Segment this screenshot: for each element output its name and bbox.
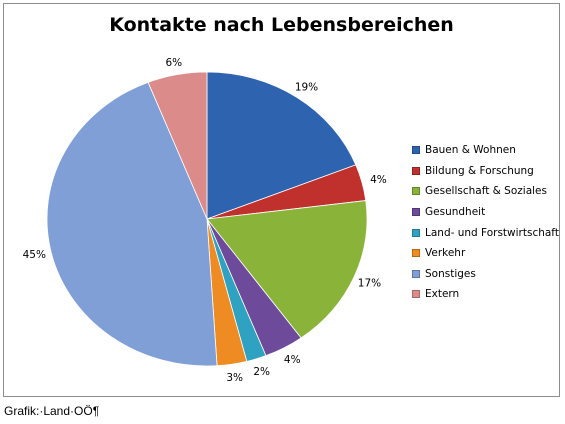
pie-chart: 19% 4% 17% 4% 2% 3% 45% 6% (23, 57, 387, 384)
data-label-sonstiges: 45% (23, 249, 46, 261)
legend-label: Sonstiges (425, 267, 476, 280)
legend-item-bauen-and-wohnen: Bauen & Wohnen (412, 140, 559, 161)
data-label-gesundheit: 4% (284, 354, 301, 366)
legend-swatch (412, 187, 420, 196)
legend-item-gesellschaft-and-soziales: Gesellschaft & Soziales (412, 181, 559, 202)
data-label-gesellschaft-and-soziales: 17% (358, 278, 381, 290)
legend-item-verkehr: Verkehr (412, 243, 559, 264)
legend-label: Verkehr (425, 247, 466, 260)
legend-label: Gesundheit (425, 206, 486, 219)
legend-item-sonstiges: Sonstiges (412, 264, 559, 285)
chart-title: Kontakte nach Lebensbereichen (109, 14, 454, 36)
pie-slice-sonstiges (46, 81, 218, 367)
legend-item-bildung-and-forschung: Bildung & Forschung (412, 161, 559, 182)
data-label-extern: 6% (165, 57, 182, 69)
legend-label: Gesellschaft & Soziales (425, 185, 547, 198)
legend-label: Extern (425, 288, 460, 301)
legend-item-land-und-forstwirtschaft: Land- und Forstwirtschaft (412, 222, 559, 243)
legend-swatch (412, 208, 420, 217)
chart-frame: Kontakte nach Lebensbereichen 19% 4% 17% 4%… (3, 3, 560, 397)
pie-slice-gesellschaft-and-soziales (206, 200, 368, 339)
legend-swatch (412, 249, 420, 258)
legend-swatch (412, 146, 420, 155)
legend-swatch (412, 290, 420, 299)
data-label-land-und-forstwirtschaft: 2% (253, 366, 270, 378)
data-label-verkehr: 3% (226, 372, 243, 384)
legend-swatch (412, 228, 420, 237)
legend-item-extern: Extern (412, 284, 559, 305)
legend-label: Bauen & Wohnen (425, 144, 516, 157)
legend-swatch (412, 269, 420, 278)
legend-swatch (412, 166, 420, 175)
pie-slice-extern (147, 71, 208, 220)
image-credit: Grafik:·Land·OÖ¶ (4, 404, 100, 418)
data-label-bildung-and-forschung: 4% (370, 174, 387, 186)
legend-item-gesundheit: Gesundheit (412, 202, 559, 223)
pie-slice-bauen-and-wohnen (206, 71, 357, 220)
legend-label: Bildung & Forschung (425, 164, 534, 177)
data-label-bauen-and-wohnen: 19% (295, 82, 318, 94)
chart-legend: Bauen & Wohnen Bildung & Forschung Gesells… (412, 140, 559, 305)
legend-label: Land- und Forstwirtschaft (425, 226, 559, 239)
